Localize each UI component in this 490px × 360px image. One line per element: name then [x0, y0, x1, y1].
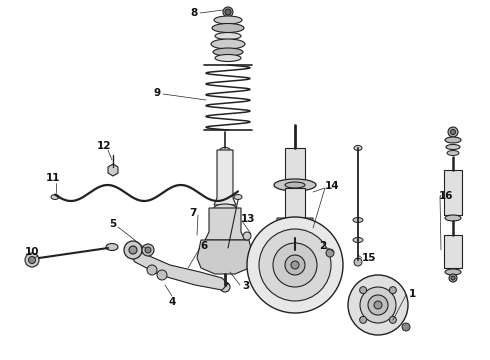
Text: 10: 10	[25, 247, 39, 257]
Circle shape	[390, 316, 396, 323]
Circle shape	[243, 232, 251, 240]
Text: 4: 4	[168, 297, 176, 307]
Ellipse shape	[212, 23, 244, 32]
Ellipse shape	[213, 48, 243, 56]
Circle shape	[220, 282, 230, 292]
Polygon shape	[277, 218, 313, 238]
Circle shape	[273, 243, 317, 287]
Circle shape	[360, 316, 367, 323]
Text: 11: 11	[46, 173, 60, 183]
Ellipse shape	[51, 194, 59, 199]
Circle shape	[450, 130, 456, 135]
Text: 9: 9	[153, 88, 161, 98]
Circle shape	[360, 287, 367, 294]
Ellipse shape	[211, 39, 245, 49]
Ellipse shape	[234, 194, 242, 199]
Circle shape	[223, 7, 233, 17]
Circle shape	[147, 265, 157, 275]
Text: 5: 5	[109, 219, 117, 229]
Circle shape	[354, 258, 362, 266]
Ellipse shape	[214, 204, 236, 212]
Ellipse shape	[285, 182, 305, 188]
Polygon shape	[285, 188, 305, 218]
Ellipse shape	[354, 145, 362, 150]
Text: 2: 2	[319, 241, 327, 251]
Circle shape	[449, 274, 457, 282]
Ellipse shape	[353, 217, 363, 222]
Ellipse shape	[445, 215, 461, 221]
Text: 3: 3	[243, 281, 249, 291]
Circle shape	[142, 244, 154, 256]
Circle shape	[225, 9, 231, 15]
Text: 6: 6	[200, 241, 208, 251]
Text: 1: 1	[408, 289, 416, 299]
Text: 13: 13	[241, 214, 255, 224]
Text: 14: 14	[325, 181, 339, 191]
Ellipse shape	[274, 179, 316, 191]
Circle shape	[28, 256, 35, 264]
Ellipse shape	[445, 137, 461, 143]
Circle shape	[374, 301, 382, 309]
Ellipse shape	[447, 150, 459, 156]
Circle shape	[129, 246, 137, 254]
Ellipse shape	[215, 54, 241, 62]
Ellipse shape	[445, 269, 461, 275]
Polygon shape	[205, 208, 245, 240]
Polygon shape	[128, 248, 228, 290]
Text: 8: 8	[191, 8, 197, 18]
Ellipse shape	[220, 148, 230, 153]
Circle shape	[326, 249, 334, 257]
Circle shape	[247, 217, 343, 313]
Polygon shape	[214, 150, 236, 205]
Text: 12: 12	[97, 141, 111, 151]
Polygon shape	[253, 252, 275, 262]
Polygon shape	[285, 148, 305, 182]
Circle shape	[402, 323, 410, 331]
Ellipse shape	[353, 238, 363, 243]
Circle shape	[25, 253, 39, 267]
Polygon shape	[197, 240, 253, 274]
Circle shape	[448, 127, 458, 137]
Ellipse shape	[446, 144, 460, 149]
Ellipse shape	[214, 16, 242, 24]
Circle shape	[360, 287, 396, 323]
Ellipse shape	[215, 32, 241, 40]
Polygon shape	[444, 235, 462, 268]
Text: 15: 15	[362, 253, 376, 263]
Circle shape	[290, 247, 300, 257]
Text: 16: 16	[439, 191, 453, 201]
Polygon shape	[108, 164, 118, 176]
Circle shape	[259, 229, 331, 301]
Text: 7: 7	[189, 208, 196, 218]
Polygon shape	[444, 170, 462, 215]
Circle shape	[285, 255, 305, 275]
Ellipse shape	[270, 251, 280, 263]
Circle shape	[291, 261, 299, 269]
Circle shape	[145, 247, 151, 253]
Circle shape	[157, 270, 167, 280]
Circle shape	[451, 276, 455, 280]
Circle shape	[390, 287, 396, 294]
Ellipse shape	[106, 243, 118, 251]
Circle shape	[348, 275, 408, 335]
Circle shape	[124, 241, 142, 259]
Circle shape	[368, 295, 388, 315]
